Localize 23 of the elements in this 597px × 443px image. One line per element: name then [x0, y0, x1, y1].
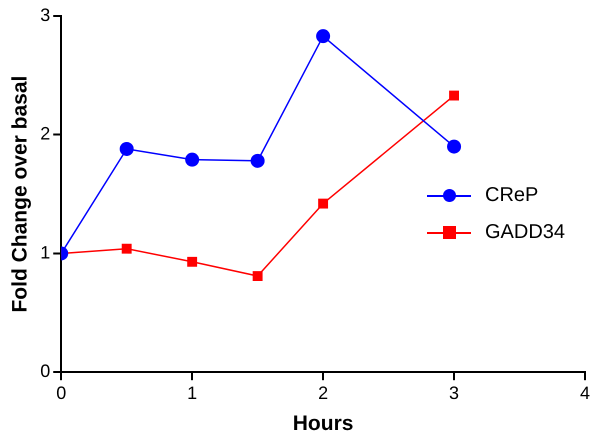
- x-tick-label: 4: [580, 382, 590, 403]
- point: [316, 29, 330, 44]
- y-tick-label: 3: [40, 4, 50, 25]
- x-tick-label: 3: [449, 382, 460, 403]
- y-axis-title: Fold Change over basal: [8, 76, 32, 313]
- y-tick-label: 1: [40, 242, 50, 262]
- x-tick-label: 0: [56, 382, 66, 403]
- legend-label: GADD34: [485, 221, 566, 244]
- point: [122, 244, 132, 254]
- point: [120, 142, 134, 156]
- legend-label: CReP: [485, 184, 538, 208]
- x-tick-label: 2: [318, 382, 328, 403]
- point: [447, 140, 462, 154]
- point: [185, 152, 200, 167]
- y-tick-label: 2: [40, 124, 50, 144]
- point: [187, 256, 198, 267]
- point: [250, 154, 265, 168]
- x-axis-title: Hours: [292, 412, 354, 436]
- point: [318, 198, 328, 209]
- point: [252, 271, 263, 281]
- point: [449, 90, 460, 100]
- y-tick-label: 0: [40, 361, 50, 382]
- x-tick-label: 1: [187, 382, 198, 403]
